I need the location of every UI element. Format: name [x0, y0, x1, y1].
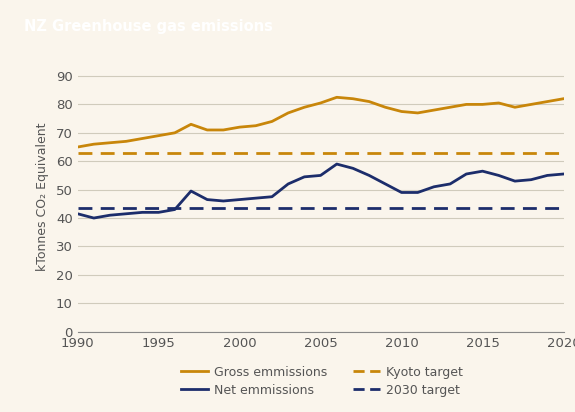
Text: NZ Greenhouse gas emissions: NZ Greenhouse gas emissions: [24, 19, 273, 34]
Y-axis label: kTonnes CO₂ Equivalent: kTonnes CO₂ Equivalent: [36, 122, 49, 271]
Legend: Gross emmissions, Net emmissions, Kyoto target, 2030 target: Gross emmissions, Net emmissions, Kyoto …: [176, 360, 468, 402]
